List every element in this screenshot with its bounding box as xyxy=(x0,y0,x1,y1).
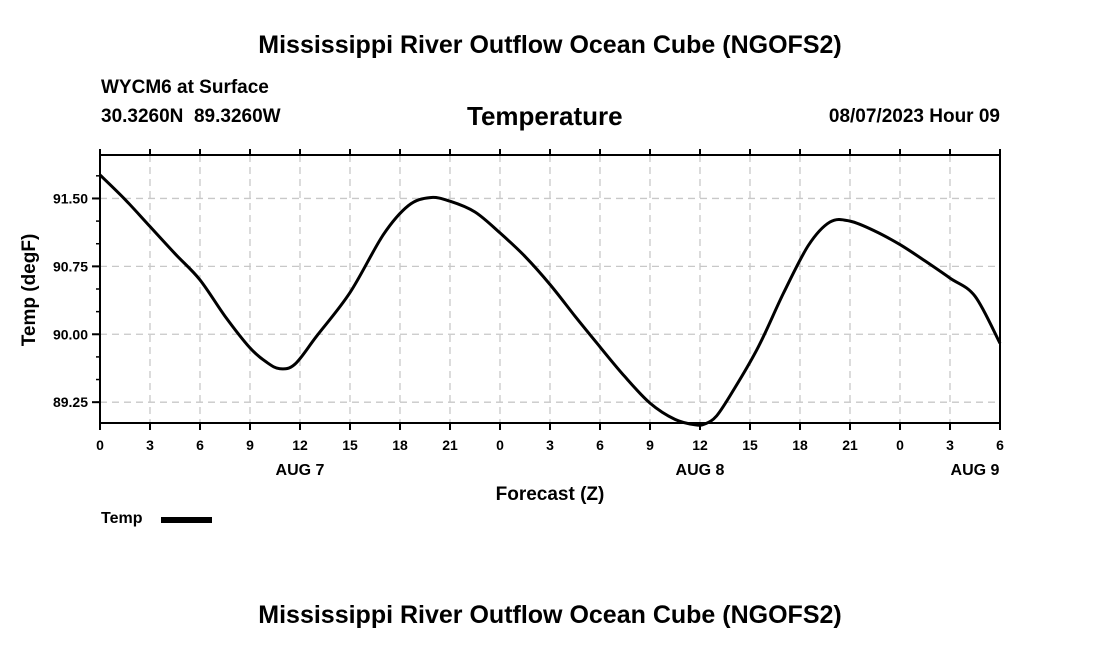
x-tick-label: 0 xyxy=(96,437,104,453)
x-tick-label: 3 xyxy=(946,437,954,453)
footer-title: Mississippi River Outflow Ocean Cube (NG… xyxy=(258,601,842,629)
x-axis-label: Forecast (Z) xyxy=(496,484,605,505)
x-tick-label: 18 xyxy=(392,437,408,453)
legend-line-swatch xyxy=(161,517,212,523)
coordinates-label: 30.3260N 89.3260W xyxy=(101,106,281,127)
date-label: AUG 9 xyxy=(951,462,1000,479)
grid xyxy=(100,155,1000,423)
legend-label: Temp xyxy=(101,510,143,527)
x-tick-label: 9 xyxy=(246,437,254,453)
x-tick-label: 3 xyxy=(146,437,154,453)
y-tick-label: 90.75 xyxy=(53,258,88,274)
x-tick-label: 12 xyxy=(292,437,308,453)
x-tick-label: 21 xyxy=(442,437,458,453)
x-tick-label: 18 xyxy=(792,437,808,453)
plot-title: Temperature xyxy=(467,101,623,131)
y-tick-label: 89.25 xyxy=(53,394,88,410)
axis-ticks xyxy=(92,149,1001,430)
x-tick-label: 9 xyxy=(646,437,654,453)
y-tick-label: 91.50 xyxy=(53,190,88,206)
chart-title: Mississippi River Outflow Ocean Cube (NG… xyxy=(258,31,842,59)
datetime-label: 08/07/2023 Hour 09 xyxy=(828,106,1000,127)
axis-labels: 0 3 6 9 12 15 18 21 0 3 6 9 12 15 18 21 0 3 6 89.25 90.00 90.… xyxy=(53,190,1004,479)
date-label: AUG 8 xyxy=(676,462,725,479)
x-tick-label: 21 xyxy=(842,437,858,453)
x-tick-label: 12 xyxy=(692,437,708,453)
x-tick-label: 3 xyxy=(546,437,554,453)
x-tick-label: 6 xyxy=(596,437,604,453)
x-tick-label: 0 xyxy=(896,437,904,453)
y-tick-label: 90.00 xyxy=(53,326,88,342)
station-label: WYCM6 at Surface xyxy=(101,77,269,98)
x-tick-label: 0 xyxy=(496,437,504,453)
x-tick-label: 15 xyxy=(742,437,758,453)
x-tick-label: 6 xyxy=(996,437,1004,453)
date-label: AUG 7 xyxy=(276,462,325,479)
series-line-temp xyxy=(98,173,1002,427)
y-axis-label: Temp (degF) xyxy=(19,234,40,347)
x-tick-label: 6 xyxy=(196,437,204,453)
x-tick-label: 15 xyxy=(342,437,358,453)
